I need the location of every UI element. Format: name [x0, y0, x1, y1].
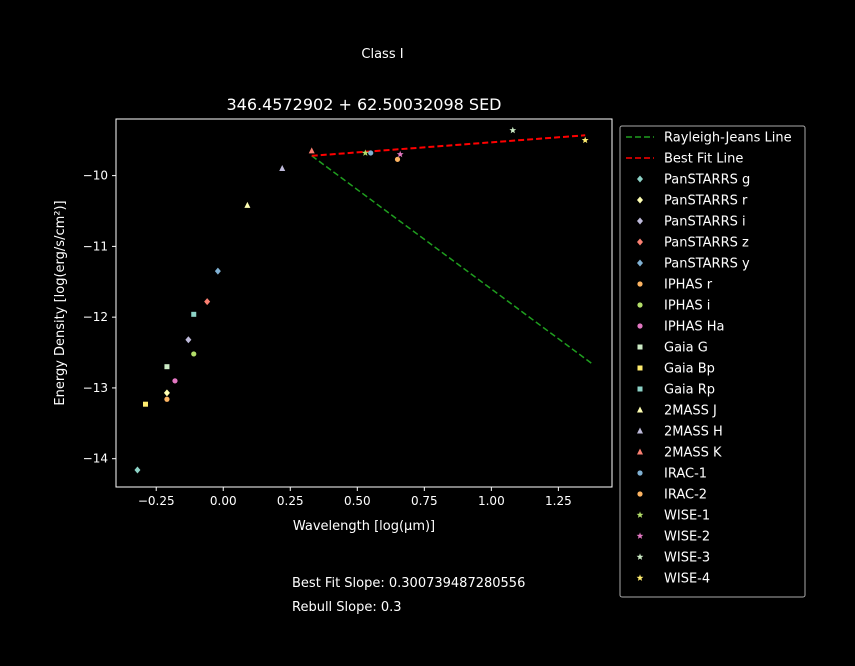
legend-marker	[636, 532, 644, 539]
legend-marker	[637, 427, 643, 434]
x-tick-label: −0.25	[138, 494, 175, 508]
legend-marker	[637, 386, 643, 392]
legend-marker	[636, 574, 644, 581]
legend-label: Gaia Rp	[664, 383, 715, 398]
legend-label: IPHAS Ha	[664, 320, 724, 335]
gaia-g-point	[164, 364, 170, 370]
legend-box	[619, 125, 806, 598]
legend-label: WISE-2	[664, 530, 710, 545]
legend-marker	[637, 491, 643, 497]
iphas-i-point	[191, 351, 197, 357]
legend-label: 2MASS H	[664, 425, 723, 440]
wise-1-point	[361, 149, 369, 156]
y-axis-label: Energy Density [log(erg/s/cm²)]	[53, 200, 68, 405]
y-tick-label: −14	[83, 452, 108, 466]
legend-label: IPHAS r	[664, 278, 713, 293]
best-fit-slope-text: Best Fit Slope: 0.300739487280556	[292, 576, 526, 591]
irac-2-point	[394, 156, 401, 162]
legend-label: IPHAS i	[664, 299, 710, 314]
x-tick-label: 0.25	[277, 494, 304, 508]
legend-label: Rayleigh-Jeans Line	[664, 131, 792, 146]
legend-marker	[636, 511, 644, 518]
wise-4-point	[581, 136, 589, 144]
legend-label: Best Fit Line	[664, 152, 743, 167]
panstarrs-y-point	[214, 267, 221, 275]
x-tick-label: 1.25	[545, 494, 572, 508]
legend-marker	[637, 365, 643, 371]
y-tick-label: −11	[83, 239, 108, 253]
legend-marker	[637, 470, 643, 476]
legend-label: Gaia Bp	[664, 362, 715, 377]
legend-label: WISE-4	[664, 572, 710, 587]
axes-frame	[115, 118, 613, 488]
legend-marker	[636, 553, 644, 560]
legend-label: WISE-1	[664, 509, 710, 524]
legend-label: PanSTARRS r	[664, 194, 748, 209]
panstarrs-r-point	[163, 389, 170, 397]
legend-label: PanSTARRS y	[664, 257, 750, 272]
y-tick-label: −10	[83, 169, 108, 183]
x-tick-label: 0.50	[344, 494, 371, 508]
panstarrs-i-point	[185, 336, 192, 344]
iphas-ha-point	[172, 378, 178, 384]
legend-marker	[637, 196, 643, 204]
gaia-bp-point	[142, 401, 148, 407]
legend-marker	[637, 217, 643, 225]
legend-marker	[637, 238, 643, 246]
rebull-slope-text: Rebull Slope: 0.3	[292, 600, 402, 615]
legend-label: IRAC-2	[664, 488, 707, 503]
x-axis-label-text: Wavelength [log(μm)]	[293, 519, 435, 534]
rayleigh-jeans-line-line	[311, 155, 594, 366]
legend-marker	[637, 302, 643, 308]
panstarrs-z-point	[204, 298, 211, 306]
legend-marker	[637, 323, 643, 329]
wise-3-point	[509, 126, 517, 134]
legend-marker	[637, 175, 643, 183]
gaia-rp-point	[191, 311, 197, 317]
legend-label: PanSTARRS z	[664, 236, 749, 251]
2mass-k-point	[308, 147, 315, 154]
irac-1-point	[368, 150, 374, 156]
legend-label: Gaia G	[664, 341, 708, 356]
best-fit-line-line	[311, 134, 586, 157]
y-tick-label: −12	[83, 310, 108, 324]
y-tick-label: −13	[83, 381, 108, 395]
x-axis: −0.25 0.00 0.25 0.50 0.75 1.00 1.25	[138, 487, 572, 508]
figure-suptitle: Class I	[361, 47, 404, 62]
x-tick-label: 0.00	[210, 494, 237, 508]
legend-label: PanSTARRS g	[664, 173, 750, 188]
legend: Rayleigh-Jeans Line Best Fit Line PanSTARR…	[619, 125, 806, 598]
y-axis-label-text: Energy Density [log(erg/s/cm²)]	[53, 200, 68, 405]
y-axis: −14 −13 −12 −11 −10	[83, 169, 116, 466]
legend-label: 2MASS K	[664, 446, 722, 461]
legend-label: 2MASS J	[664, 404, 717, 419]
legend-label: IRAC-1	[664, 467, 707, 482]
legend-marker	[637, 406, 643, 413]
legend-marker	[637, 259, 643, 267]
plot-area	[134, 126, 594, 474]
chart-title: 346.4572902 + 62.50032098 SED	[226, 95, 501, 114]
x-tick-label: 0.75	[411, 494, 438, 508]
legend-label: WISE-3	[664, 551, 710, 566]
iphas-r-point	[164, 396, 170, 402]
legend-marker	[637, 344, 643, 350]
x-tick-label: 1.00	[478, 494, 505, 508]
wise-2-point	[396, 150, 404, 158]
legend-label: PanSTARRS i	[664, 215, 746, 230]
panstarrs-g-point	[134, 466, 141, 474]
legend-marker	[637, 281, 643, 287]
legend-marker	[637, 448, 643, 455]
2mass-h-point	[279, 165, 286, 172]
2mass-j-point	[244, 201, 251, 208]
x-axis-label: Wavelength [log(μm)]	[293, 519, 435, 534]
